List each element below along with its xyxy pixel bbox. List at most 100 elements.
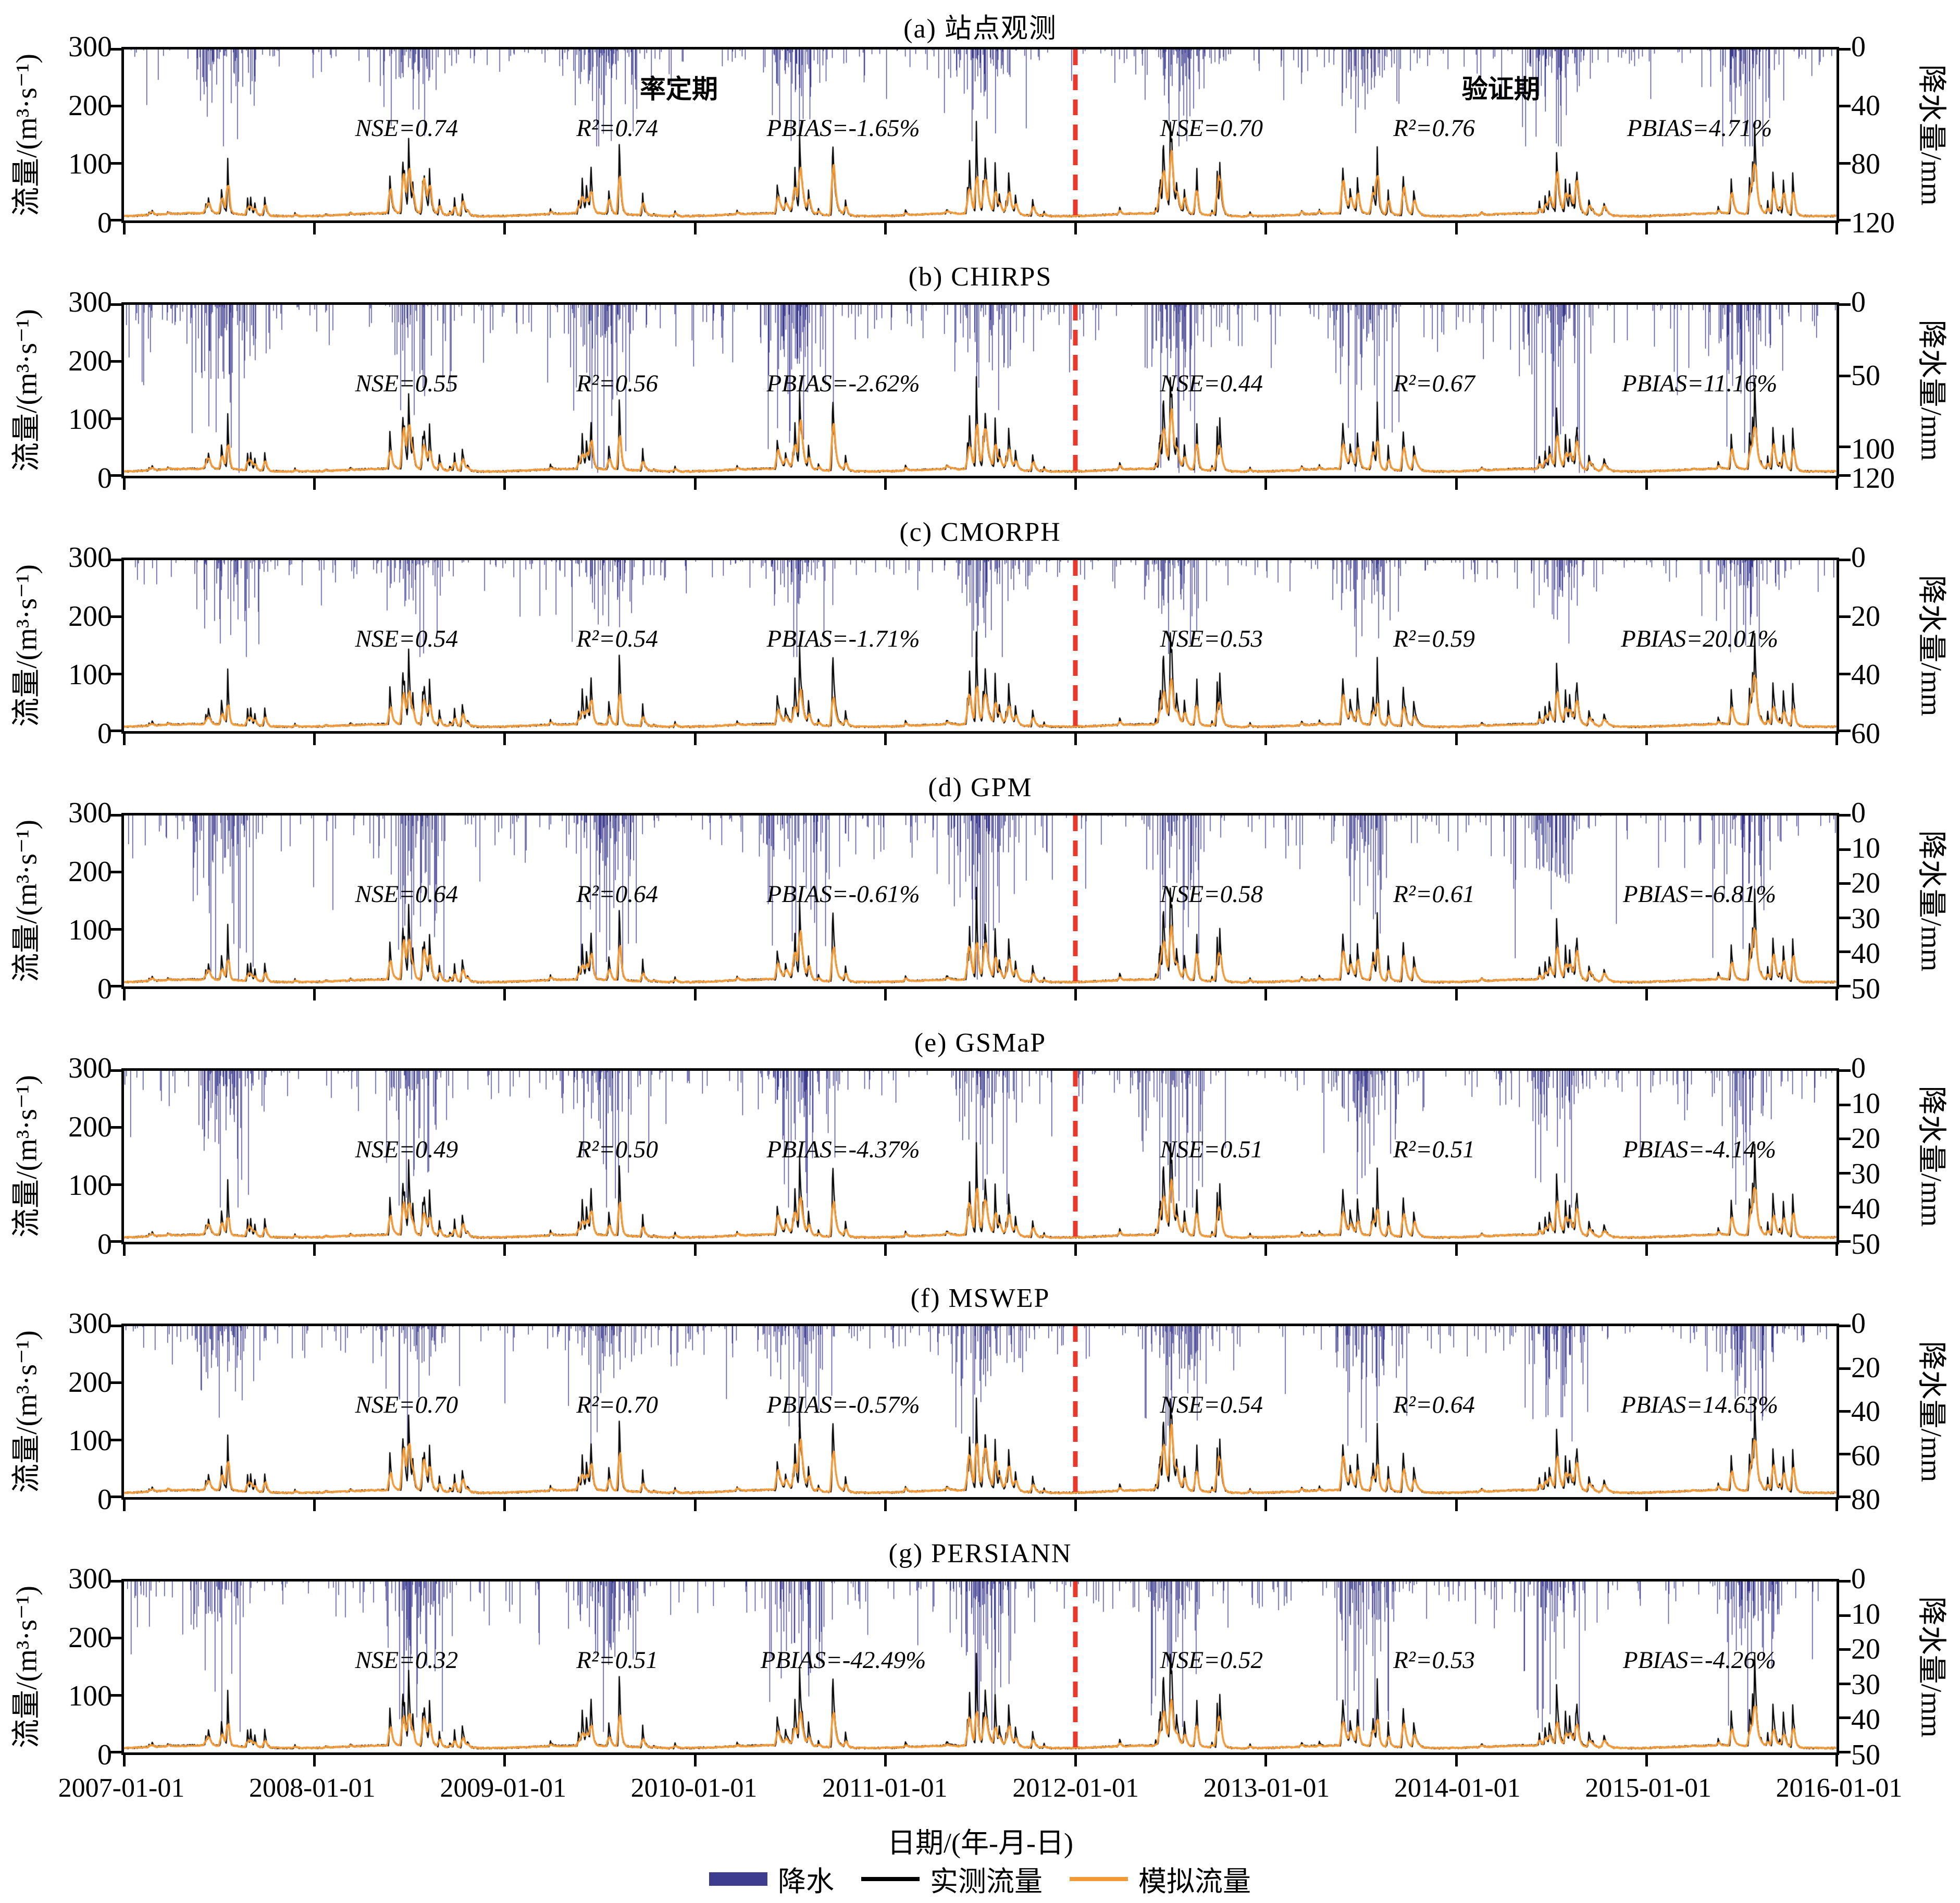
flow-tickmark-0: [110, 474, 121, 477]
year-tickmark-2013: [1264, 1244, 1268, 1256]
year-tickmark-2012: [1074, 1500, 1077, 1511]
precip-tick-30: 30: [1851, 902, 1880, 935]
x-tick-label-2011-01-01: 2011-01-01: [822, 1773, 948, 1803]
flow-tick-100: 100: [68, 403, 112, 436]
validation-stat-r2: R²=0.67: [1393, 369, 1475, 397]
precip-tickmark-50: [1839, 1240, 1851, 1243]
flow-tickmark-100: [110, 162, 121, 165]
calibration-stat-r2: R²=0.64: [576, 880, 659, 908]
year-tickmark-2010: [693, 1244, 697, 1256]
precip-tick-0: 0: [1851, 31, 1866, 63]
precip-tickmark-10: [1839, 848, 1851, 851]
calibration-validation-divider: [1073, 1326, 1078, 1497]
plot-area-e: NSE=0.49 R²=0.50 PBIAS=-4.37% NSE=0.51 R²=0.…: [110, 1068, 1851, 1256]
precip-tickmark-0: [1839, 1580, 1851, 1583]
year-tickmark-2011: [884, 734, 887, 745]
flow-axis-label: 流量/(m³·s⁻¹): [10, 1075, 43, 1238]
timeseries-canvas-e: [124, 1071, 1837, 1242]
flow-tickmark-200: [110, 871, 121, 874]
year-tickmark-2009: [503, 1244, 506, 1256]
precip-tick-40: 40: [1851, 1193, 1880, 1226]
year-tickmark-2013: [1264, 734, 1268, 745]
precip-tick-0: 0: [1851, 541, 1866, 574]
flow-tick-200: 200: [68, 89, 112, 122]
precip-tickmark-50: [1839, 374, 1851, 377]
precip-tickmark-60: [1839, 730, 1851, 732]
flow-tickmark-100: [110, 1694, 121, 1697]
flow-tickmark-300: [110, 1325, 121, 1327]
validation-stat-nse: NSE=0.53: [1160, 625, 1263, 652]
year-tickmark-2013: [1264, 223, 1268, 234]
validation-stat-r2: R²=0.61: [1393, 880, 1475, 908]
plot-area-c: NSE=0.54 R²=0.54 PBIAS=-1.71% NSE=0.53 R²=0.…: [110, 558, 1851, 745]
panel-title-c: (c) CMORPH: [899, 517, 1061, 547]
year-tickmark-2016: [1835, 989, 1838, 1000]
validation-stat-pbias: PBIAS=20.01%: [1621, 625, 1778, 652]
year-tickmark-2013: [1264, 478, 1268, 490]
flow-tickmark-0: [110, 730, 121, 732]
year-tickmark-2007: [123, 734, 126, 745]
precip-tick-20: 20: [1851, 1633, 1880, 1666]
legend-item-observed: 实测流量: [861, 1858, 1043, 1899]
plot-area-b: NSE=0.55 R²=0.56 PBIAS=-2.62% NSE=0.44 R²=0.…: [110, 302, 1851, 490]
year-tickmark-2016: [1835, 478, 1838, 490]
precip-tick-30: 30: [1851, 1157, 1880, 1190]
flow-tickmark-300: [110, 48, 121, 51]
year-tickmark-2011: [884, 1755, 887, 1766]
year-tickmark-2008: [313, 734, 316, 745]
calibration-stat-nse: NSE=0.55: [355, 369, 458, 397]
flow-axis-label: 流量/(m³·s⁻¹): [10, 1586, 43, 1748]
chart-panel-f: (f) MSWEP 流量/(m³·s⁻¹) 降水量/mm NSE=0.70 R²=0.7…: [0, 1277, 1960, 1532]
precip-tickmark-0: [1839, 48, 1851, 51]
panel-title-a: (a) 站点观测: [903, 14, 1057, 44]
precip-tick-0: 0: [1851, 286, 1866, 318]
year-tickmark-2014: [1455, 1244, 1458, 1256]
year-tickmark-2013: [1264, 1500, 1268, 1511]
flow-tickmark-0: [110, 1240, 121, 1243]
timeseries-canvas-c: [124, 560, 1837, 731]
year-tickmark-2012: [1074, 989, 1077, 1000]
chart-panel-b: (b) CHIRPS 流量/(m³·s⁻¹) 降水量/mm NSE=0.55 R²=0.…: [0, 255, 1960, 511]
year-tickmark-2014: [1455, 1755, 1458, 1766]
validation-stat-pbias: PBIAS=-4.14%: [1623, 1135, 1777, 1163]
flow-tickmark-300: [110, 814, 121, 817]
precip-tick-120: 120: [1851, 207, 1895, 239]
flow-tickmark-100: [110, 417, 121, 420]
calibration-stat-nse: NSE=0.74: [355, 114, 458, 142]
year-tickmark-2016: [1835, 1500, 1838, 1511]
calibration-stat-nse: NSE=0.49: [355, 1135, 458, 1163]
precip-bar-swatch-icon: [709, 1872, 767, 1886]
flow-tick-300: 300: [68, 541, 112, 574]
precip-axis-label: 降水量/mm: [1915, 1085, 1947, 1227]
year-tickmark-2010: [693, 1755, 697, 1766]
precip-tickmark-0: [1839, 303, 1851, 306]
precip-tickmark-40: [1839, 105, 1851, 108]
precip-tick-40: 40: [1851, 1703, 1880, 1736]
year-tickmark-2009: [503, 989, 506, 1000]
year-tickmark-2011: [884, 1244, 887, 1256]
precip-tick-0: 0: [1851, 797, 1866, 829]
year-tickmark-2011: [884, 223, 887, 234]
precip-tickmark-40: [1839, 950, 1851, 954]
year-tickmark-2009: [503, 734, 506, 745]
calibration-stat-pbias: PBIAS=-1.71%: [766, 625, 920, 652]
flow-tickmark-300: [110, 1069, 121, 1072]
year-tickmark-2008: [313, 989, 316, 1000]
flow-tick-100: 100: [68, 148, 112, 181]
flow-tick-0: 0: [97, 1739, 112, 1771]
timeseries-canvas-f: [124, 1326, 1837, 1497]
x-axis-title: 日期/(年-月-日): [887, 1827, 1073, 1859]
year-tickmark-2012: [1074, 1755, 1077, 1766]
figure-legend: 降水 实测流量 模拟流量: [0, 1858, 1960, 1899]
flow-tick-200: 200: [68, 344, 112, 377]
calibration-validation-divider: [1073, 1581, 1078, 1752]
chart-panel-e: (e) GSMaP 流量/(m³·s⁻¹) 降水量/mm NSE=0.49 R²=0.5…: [0, 1021, 1960, 1277]
panel-title-b: (b) CHIRPS: [908, 262, 1052, 292]
calibration-period-label: 率定期: [639, 75, 718, 104]
calibration-validation-divider: [1073, 560, 1078, 731]
precip-tickmark-0: [1839, 559, 1851, 561]
precip-axis-label: 降水量/mm: [1915, 1341, 1947, 1482]
year-tickmark-2008: [313, 1755, 316, 1766]
validation-stat-pbias: PBIAS=4.71%: [1627, 114, 1772, 142]
precip-tickmark-20: [1839, 615, 1851, 619]
